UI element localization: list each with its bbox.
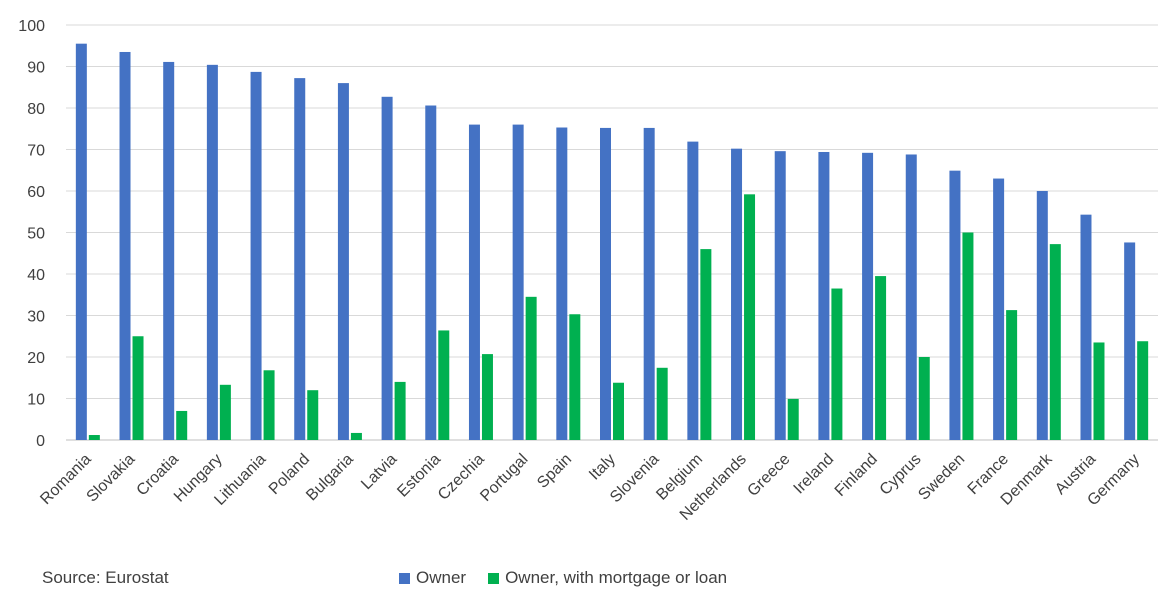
bar-owner-germany [1124,242,1136,440]
bar-owner-mortgage-germany [1137,341,1149,440]
bar-owner-romania [75,43,87,441]
legend-swatch-owner-mortgage [488,572,500,584]
legend: Owner Owner, with mortgage or loan [399,566,749,590]
bar-owner-cyprus [905,154,917,441]
gridlines [66,24,1158,441]
bar-owner-mortgage-italy [613,382,624,440]
bar-owner-mortgage-greece [787,398,799,440]
y-tick-label: 60 [27,184,45,201]
bar-owner-finland [862,152,874,440]
x-category-label: Finland [832,451,881,500]
bar-owner-mortgage-croatia [176,410,188,440]
y-tick-label: 10 [27,392,45,409]
bar-owner-mortgage-france [1006,310,1018,440]
bar-owner-denmark [1036,191,1048,440]
legend-label-owner-mortgage: Owner, with mortgage or loan [505,568,728,587]
bar-owner-poland [294,78,306,441]
bar-owner-netherlands [731,148,743,441]
x-category-label: Italy [586,451,619,484]
bar-owner-greece [774,151,786,440]
bar-owner-slovakia [119,51,131,440]
legend-swatch-owner [399,572,410,584]
bar-owner-mortgage-lithuania [263,370,275,440]
bar-owner-mortgage-poland [307,390,319,440]
bar-owner-mortgage-spain [569,314,581,440]
bar-owner-belgium [687,141,699,441]
bar-owner-mortgage-austria [1093,342,1105,440]
x-category-label: Slovakia [84,451,139,506]
bar-owner-mortgage-czechia [481,354,493,440]
bar-owner-lithuania [250,71,262,441]
y-axis-ticks: 0 10 20 30 40 50 60 70 80 90 100 [18,18,45,450]
x-category-label: Romania [37,451,94,508]
bar-owner-france [993,178,1005,441]
bar-owner-mortgage-latvia [394,381,406,440]
bar-owner-bulgaria [337,83,349,440]
y-tick-label: 0 [36,433,45,450]
y-tick-label: 90 [27,60,45,77]
x-category-label: Spain [534,451,575,492]
y-tick-label: 40 [27,267,45,284]
bar-owner-mortgage-finland [875,276,887,440]
bar-owner-mortgage-cyprus [918,357,930,440]
x-category-label: Greece [744,451,793,500]
x-category-label: Latvia [358,451,400,493]
bar-owner-croatia [163,61,175,441]
bar-owner-spain [556,127,568,440]
bar-owner-mortgage-portugal [525,296,537,440]
bar-owner-slovenia [643,127,655,441]
x-axis-labels: RomaniaSlovakiaCroatiaHungaryLithuaniaPo… [37,450,1143,524]
y-tick-label: 70 [27,143,45,160]
source-note: Source: Eurostat [42,568,169,587]
x-category-label: Slovenia [607,451,662,506]
bar-owner-mortgage-slovenia [656,367,668,440]
bar-owner-hungary [206,64,218,440]
legend-label-owner: Owner [416,568,467,587]
bar-owner-portugal [512,124,524,440]
bar-owner-ireland [818,151,830,441]
bar-owner-mortgage-sweden [962,232,974,440]
bar-owner-austria [1080,214,1092,440]
legend-item-owner-mortgage: Owner, with mortgage or loan [488,566,727,590]
x-category-label: Bulgaria [303,451,357,505]
bar-owner-mortgage-bulgaria [350,432,362,440]
bar-owner-mortgage-hungary [219,384,231,440]
bar-owner-latvia [381,96,393,441]
y-tick-label: 30 [27,309,45,326]
bar-owner-czechia [468,124,480,440]
bar-owner-italy [600,127,611,441]
x-category-label: Portugal [477,451,531,505]
y-tick-label: 50 [27,226,45,243]
x-category-label: Sweden [915,451,968,504]
legend-item-owner: Owner [399,566,466,590]
y-tick-label: 100 [18,18,45,35]
bar-owner-mortgage-slovakia [132,336,144,440]
bar-owner-mortgage-netherlands [744,194,756,440]
bar-owner-mortgage-ireland [831,288,843,440]
bar-owner-mortgage-estonia [438,330,450,440]
x-category-label: Ireland [791,451,838,498]
y-tick-label: 20 [27,350,45,367]
bar-owner-estonia [425,105,437,440]
bars [75,43,1149,441]
y-tick-label: 80 [27,101,45,118]
bar-owner-mortgage-belgium [700,249,712,440]
bar-owner-mortgage-denmark [1049,244,1061,440]
bar-owner-sweden [949,170,961,441]
bar-owner-mortgage-romania [88,435,100,440]
